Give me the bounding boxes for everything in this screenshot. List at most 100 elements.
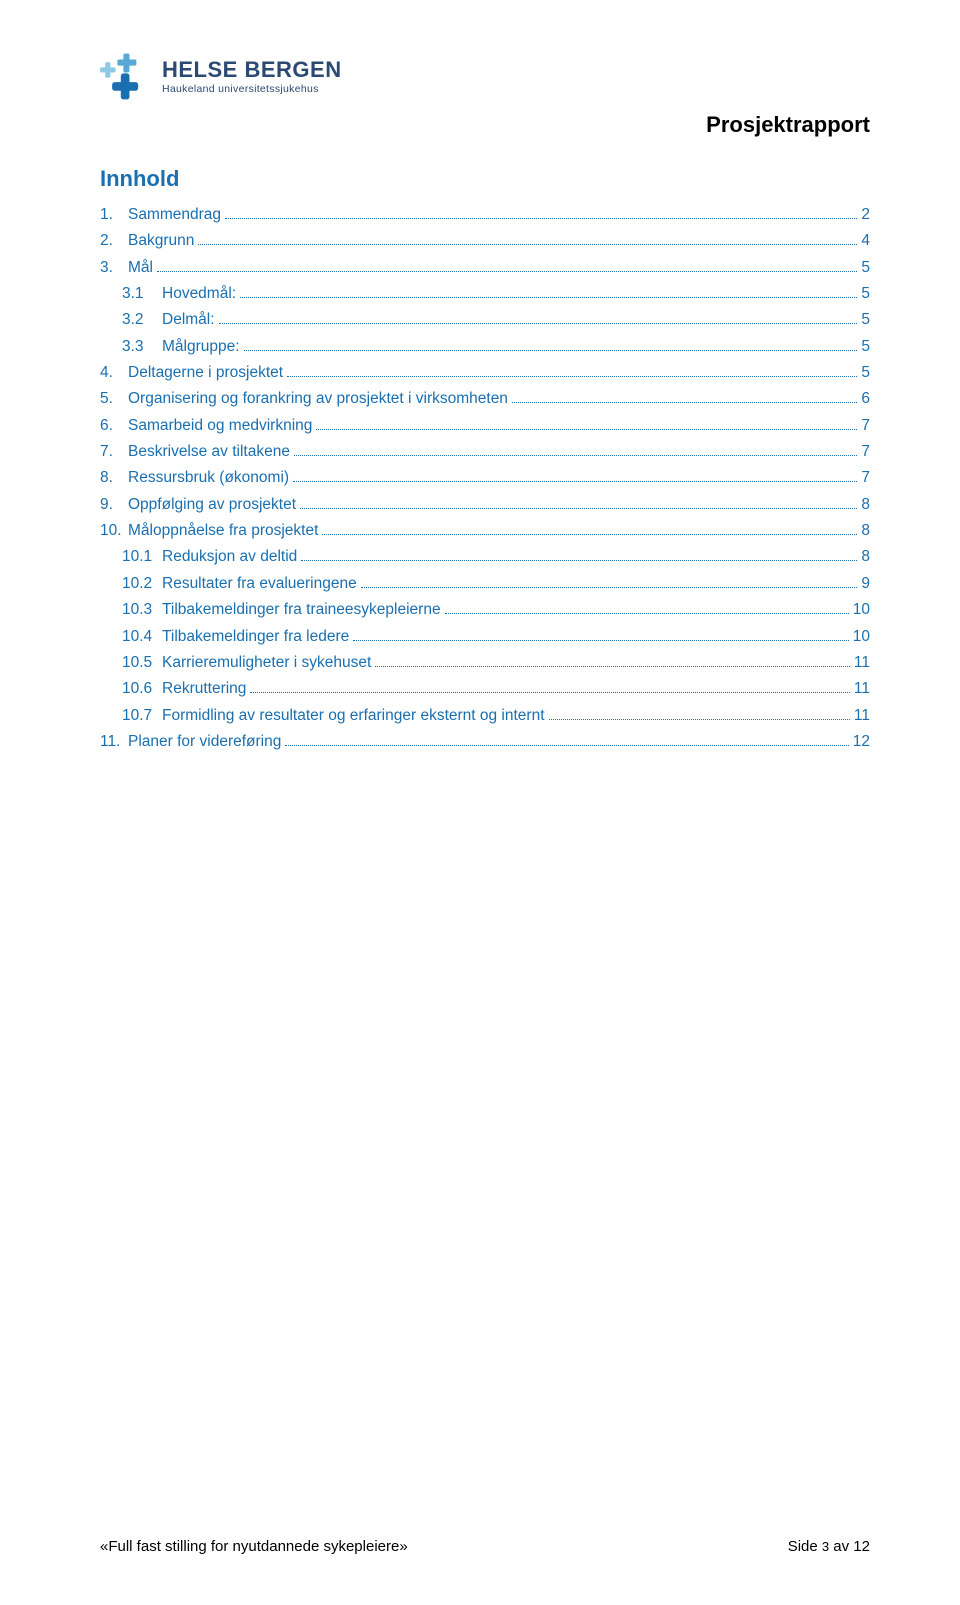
footer-right-suffix: av 12 — [829, 1538, 870, 1555]
toc-entry-number: 10.3 — [122, 597, 162, 623]
toc-entry[interactable]: 1.Sammendrag 2 — [100, 202, 870, 228]
toc-entry-page: 11 — [854, 676, 870, 702]
toc-leader — [322, 534, 857, 535]
toc-leader — [445, 613, 849, 614]
logo-text: HELSE BERGEN Haukeland universitetssjuke… — [162, 57, 342, 95]
header: HELSE BERGEN Haukeland universitetssjuke… — [100, 50, 870, 138]
toc-entry-page: 8 — [861, 492, 870, 518]
toc-entry-number: 11. — [100, 729, 128, 755]
toc-entry[interactable]: 3.Mål 5 — [100, 255, 870, 281]
toc-entry-label: Oppfølging av prosjektet — [128, 492, 296, 518]
toc-entry-label: Måloppnåelse fra prosjektet — [128, 518, 318, 544]
toc-entry-number: 10.7 — [122, 703, 162, 729]
toc-leader — [240, 297, 857, 298]
toc-entry[interactable]: 5.Organisering og forankring av prosjekt… — [100, 386, 870, 412]
toc-leader — [361, 587, 858, 588]
toc-entry-page: 4 — [861, 228, 870, 254]
toc-entry-number: 5. — [100, 386, 128, 412]
toc-entry[interactable]: 3.1Hovedmål:5 — [100, 281, 870, 307]
toc-entry-label: Delmål: — [162, 307, 215, 333]
toc-entry-number: 8. — [100, 465, 128, 491]
toc-entry-label: Reduksjon av deltid — [162, 544, 297, 570]
toc-leader — [157, 271, 857, 272]
toc-entry-label: Rekruttering — [162, 676, 246, 702]
toc-entry-label: Tilbakemeldinger fra traineesykepleierne — [162, 597, 441, 623]
toc-leader — [287, 376, 857, 377]
toc-entry-number: 2. — [100, 228, 128, 254]
footer-left: «Full fast stilling for nyutdannede syke… — [100, 1538, 408, 1555]
toc-entry[interactable]: 10.6Rekruttering 11 — [100, 676, 870, 702]
toc-entry[interactable]: 10.5Karrieremuligheter i sykehuset 11 — [100, 650, 870, 676]
toc-entry-label: Målgruppe: — [162, 334, 240, 360]
toc-entry-number: 9. — [100, 492, 128, 518]
toc-entry-label: Planer for videreføring — [128, 729, 281, 755]
toc-entry-label: Samarbeid og medvirkning — [128, 413, 312, 439]
toc-entry-page: 7 — [861, 465, 870, 491]
toc-entry-number: 10.6 — [122, 676, 162, 702]
toc-entry-number: 3. — [100, 255, 128, 281]
toc-entry[interactable]: 10.Måloppnåelse fra prosjektet 8 — [100, 518, 870, 544]
toc-entry-page: 5 — [861, 281, 870, 307]
toc-entry-page: 2 — [861, 202, 870, 228]
toc-entry[interactable]: 10.2Resultater fra evalueringene9 — [100, 571, 870, 597]
toc-entry-page: 11 — [854, 703, 870, 729]
toc-entry-page: 10 — [853, 624, 870, 650]
toc-entry-label: Sammendrag — [128, 202, 221, 228]
toc-leader — [549, 719, 850, 720]
toc-entry[interactable]: 10.3Tilbakemeldinger fra traineesykeplei… — [100, 597, 870, 623]
toc-entry-page: 8 — [861, 544, 870, 570]
toc-entry-number: 10.1 — [122, 544, 162, 570]
toc-entry-page: 11 — [854, 650, 870, 676]
toc-leader — [244, 350, 858, 351]
toc-entry-label: Deltagerne i prosjektet — [128, 360, 283, 386]
logo: HELSE BERGEN Haukeland universitetssjuke… — [100, 50, 342, 102]
toc-entry-number: 3.3 — [122, 334, 162, 360]
toc-entry[interactable]: 10.1Reduksjon av deltid 8 — [100, 544, 870, 570]
toc-entry-number: 10.5 — [122, 650, 162, 676]
toc-entry-number: 3.2 — [122, 307, 162, 333]
logo-main-text: HELSE BERGEN — [162, 57, 342, 83]
toc-entry-number: 10.2 — [122, 571, 162, 597]
toc-entry-page: 8 — [861, 518, 870, 544]
toc-entry-label: Formidling av resultater og erfaringer e… — [162, 703, 545, 729]
toc-entry-label: Karrieremuligheter i sykehuset — [162, 650, 371, 676]
toc-entry-label: Ressursbruk (økonomi) — [128, 465, 289, 491]
toc-entry[interactable]: 10.7Formidling av resultater og erfaring… — [100, 703, 870, 729]
toc-entry-number: 3.1 — [122, 281, 162, 307]
toc-entry[interactable]: 10.4Tilbakemeldinger fra ledere10 — [100, 624, 870, 650]
toc-entry[interactable]: 3.3Målgruppe: 5 — [100, 334, 870, 360]
page: HELSE BERGEN Haukeland universitetssjuke… — [0, 0, 960, 1605]
toc-entry-page: 5 — [861, 255, 870, 281]
toc-entry-number: 7. — [100, 439, 128, 465]
toc-leader — [353, 640, 849, 641]
toc-entry[interactable]: 8.Ressursbruk (økonomi) 7 — [100, 465, 870, 491]
toc-entry[interactable]: 2.Bakgrunn 4 — [100, 228, 870, 254]
toc-entry[interactable]: 4.Deltagerne i prosjektet5 — [100, 360, 870, 386]
toc-entry-page: 7 — [861, 439, 870, 465]
toc-leader — [300, 508, 857, 509]
toc-entry-number: 1. — [100, 202, 128, 228]
plus-cluster-icon — [100, 50, 152, 102]
toc-leader — [375, 666, 850, 667]
toc-entry[interactable]: 11.Planer for videreføring 12 — [100, 729, 870, 755]
toc-entry-number: 6. — [100, 413, 128, 439]
toc-entry[interactable]: 6.Samarbeid og medvirkning7 — [100, 413, 870, 439]
toc-entry-label: Bakgrunn — [128, 228, 194, 254]
toc-entry-label: Mål — [128, 255, 153, 281]
toc-entry-label: Beskrivelse av tiltakene — [128, 439, 290, 465]
toc-entry-number: 10. — [100, 518, 128, 544]
toc-leader — [219, 323, 858, 324]
toc-entry-page: 5 — [861, 307, 870, 333]
toc-entry[interactable]: 7.Beskrivelse av tiltakene 7 — [100, 439, 870, 465]
toc-entry-page: 12 — [853, 729, 870, 755]
toc-leader — [293, 481, 857, 482]
toc-entry-page: 5 — [861, 360, 870, 386]
toc-entry-label: Resultater fra evalueringene — [162, 571, 357, 597]
toc-leader — [250, 692, 849, 693]
footer-right: Side 3 av 12 — [788, 1538, 870, 1555]
toc-entry[interactable]: 3.2Delmål: 5 — [100, 307, 870, 333]
toc-heading: Innhold — [100, 166, 870, 192]
toc-entry-page: 6 — [861, 386, 870, 412]
toc-entry-page: 5 — [861, 334, 870, 360]
toc-entry[interactable]: 9.Oppfølging av prosjektet 8 — [100, 492, 870, 518]
